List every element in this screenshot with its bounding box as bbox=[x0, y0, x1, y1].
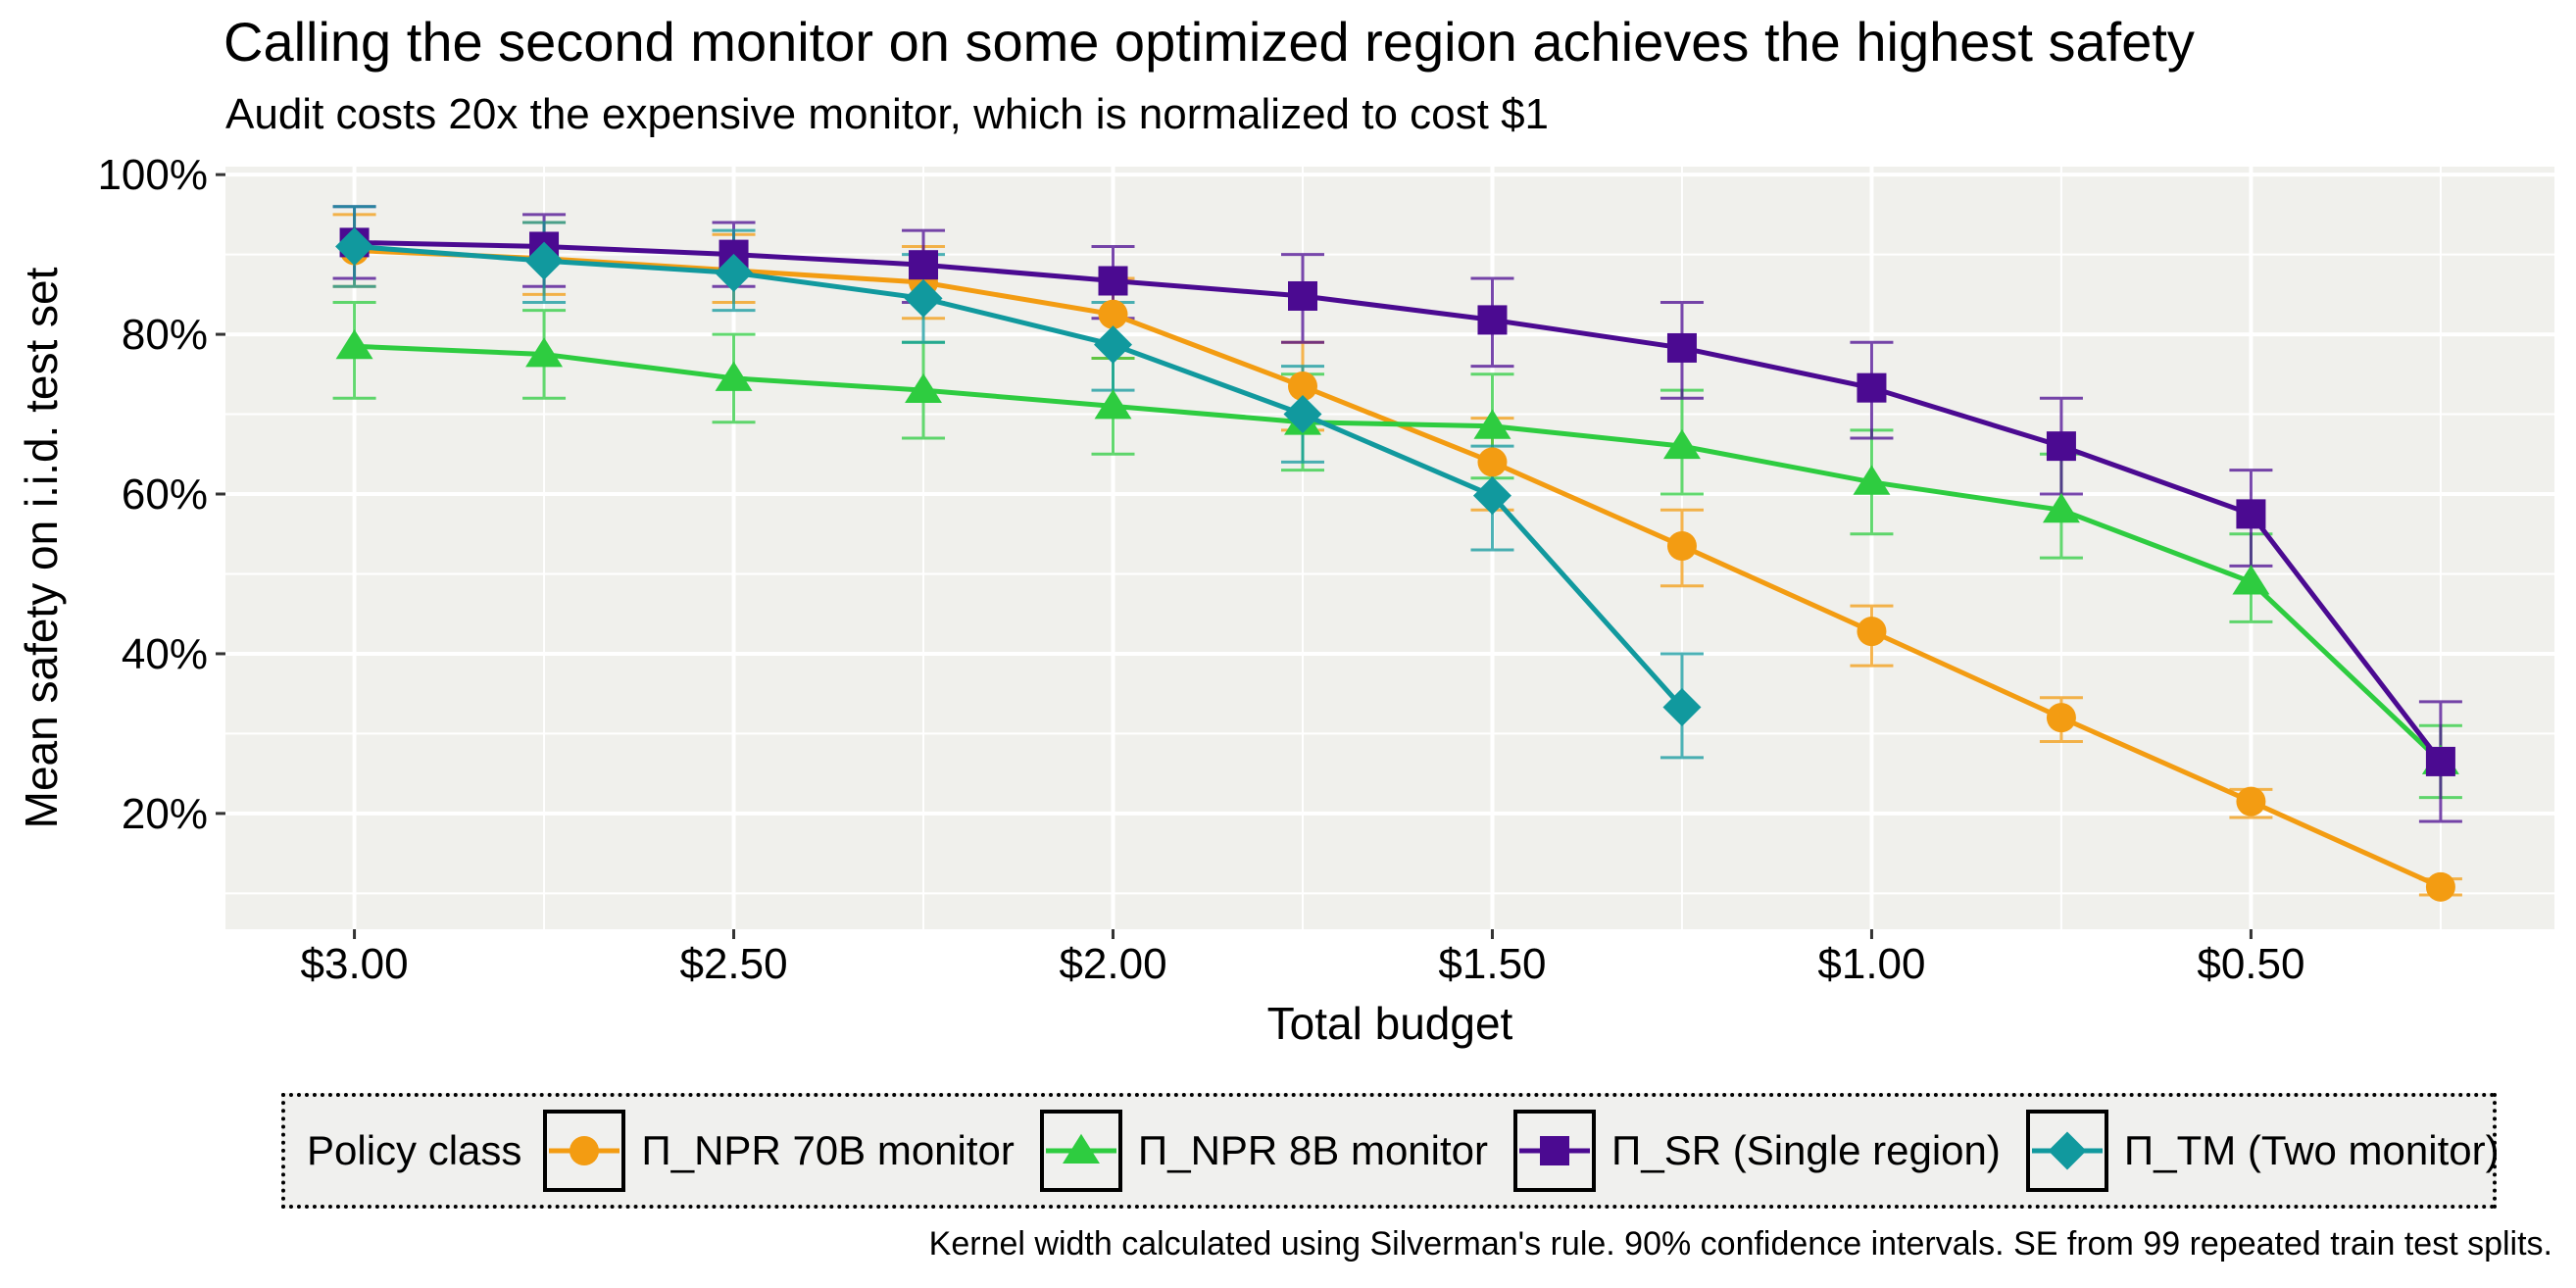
legend-key-triangle bbox=[1039, 1110, 1122, 1192]
x-tick-label: $1.50 bbox=[1438, 940, 1546, 988]
y-tick-label: 100% bbox=[97, 151, 208, 199]
legend-marker bbox=[1540, 1136, 1570, 1165]
legend-label: Π_NPR 70B monitor bbox=[641, 1127, 1015, 1173]
data-point bbox=[1857, 617, 1887, 647]
legend-swatch bbox=[1045, 1133, 1116, 1164]
data-point bbox=[1094, 325, 1133, 365]
data-point bbox=[1662, 428, 1701, 460]
series-line-3 bbox=[354, 243, 1684, 710]
data-point bbox=[1287, 372, 1317, 402]
legend-label: Π_TM (Two monitor) bbox=[2123, 1127, 2500, 1173]
data-point bbox=[905, 372, 943, 404]
data-point bbox=[1094, 389, 1132, 420]
series-layer bbox=[332, 205, 2462, 902]
data-point bbox=[2236, 786, 2266, 817]
data-point bbox=[2042, 493, 2080, 523]
legend-marker bbox=[2048, 1131, 2087, 1170]
data-point bbox=[1473, 409, 1511, 439]
x-tick-label: $1.00 bbox=[1817, 940, 1925, 988]
data-point bbox=[1662, 688, 1702, 727]
data-point bbox=[715, 361, 753, 391]
legend-key-diamond bbox=[2025, 1110, 2108, 1192]
legend-swatch bbox=[2031, 1131, 2103, 1170]
data-point bbox=[1666, 530, 1697, 561]
data-point bbox=[2046, 703, 2076, 733]
chart-canvas: 20% 40% 60% 80% 100% $3.00 $2.50 $2.00 $1.50 $1.… bbox=[16, 151, 2554, 1049]
data-point bbox=[715, 253, 754, 292]
series-line-2 bbox=[354, 239, 2443, 764]
chart-title: Calling the second monitor on some optim… bbox=[223, 11, 2195, 73]
legend-item: Π_NPR 70B monitor bbox=[543, 1110, 1015, 1192]
data-point bbox=[1857, 372, 1887, 403]
data-point bbox=[1283, 395, 1322, 434]
markers-series-1 bbox=[335, 329, 2459, 774]
x-axis: $3.00 $2.50 $2.00 $1.50 $1.00 $0.50 bbox=[301, 929, 2304, 988]
x-axis-title: Total budget bbox=[1267, 998, 1513, 1049]
legend-label: Π_SR (Single region) bbox=[1611, 1127, 2001, 1173]
markers-series-3 bbox=[335, 226, 1702, 727]
legend-swatch bbox=[1519, 1136, 1591, 1165]
data-point bbox=[1098, 299, 1128, 329]
legend-marker bbox=[1062, 1133, 1100, 1164]
data-point bbox=[1098, 266, 1128, 296]
data-point bbox=[2425, 746, 2455, 776]
legend-item: Π_SR (Single region) bbox=[1513, 1110, 2001, 1192]
x-tick-label: $3.00 bbox=[301, 940, 409, 988]
y-tick-label: 60% bbox=[122, 471, 208, 519]
y-axis-title: Mean safety on i.i.d. test set bbox=[16, 267, 67, 828]
y-axis: 20% 40% 60% 80% 100% bbox=[97, 151, 225, 838]
x-tick-label: $2.00 bbox=[1059, 940, 1166, 988]
y-tick-label: 20% bbox=[122, 790, 208, 838]
data-point bbox=[1477, 447, 1508, 477]
data-point bbox=[1477, 305, 1508, 335]
data-point bbox=[335, 329, 373, 360]
data-point bbox=[904, 278, 943, 318]
x-tick-label: $0.50 bbox=[2197, 940, 2304, 988]
data-point bbox=[2425, 871, 2455, 902]
data-point bbox=[524, 241, 564, 280]
data-point bbox=[335, 226, 374, 266]
data-point bbox=[1666, 332, 1697, 363]
y-tick-label: 80% bbox=[122, 311, 208, 359]
y-tick-label: 40% bbox=[122, 630, 208, 678]
data-point bbox=[2232, 565, 2270, 595]
x-tick-label: $2.50 bbox=[679, 940, 787, 988]
legend-marker bbox=[570, 1136, 600, 1165]
chart-caption: Kernel width calculated using Silverman'… bbox=[928, 1225, 2552, 1263]
data-point bbox=[2046, 431, 2076, 462]
legend-label: Π_NPR 8B monitor bbox=[1137, 1127, 1489, 1173]
legend-item: Π_TM (Two monitor) bbox=[2025, 1110, 2500, 1192]
chart-subtitle: Audit costs 20x the expensive monitor, w… bbox=[225, 90, 1550, 138]
legend-key-square bbox=[1513, 1110, 1597, 1192]
legend-key-circle bbox=[543, 1110, 626, 1192]
legend-title: Policy class bbox=[307, 1127, 522, 1173]
data-point bbox=[525, 337, 564, 368]
data-point bbox=[909, 250, 939, 280]
legend-item: Π_NPR 8B monitor bbox=[1039, 1110, 1489, 1192]
legend: Policy class Π_NPR 70B monitor Π_NPR 8B m… bbox=[281, 1093, 2500, 1209]
data-point bbox=[1287, 280, 1317, 311]
data-point bbox=[2236, 499, 2266, 529]
data-point bbox=[1472, 476, 1511, 516]
data-point bbox=[1853, 465, 1891, 495]
series-line-1 bbox=[354, 343, 2443, 764]
legend-swatch bbox=[549, 1136, 620, 1165]
